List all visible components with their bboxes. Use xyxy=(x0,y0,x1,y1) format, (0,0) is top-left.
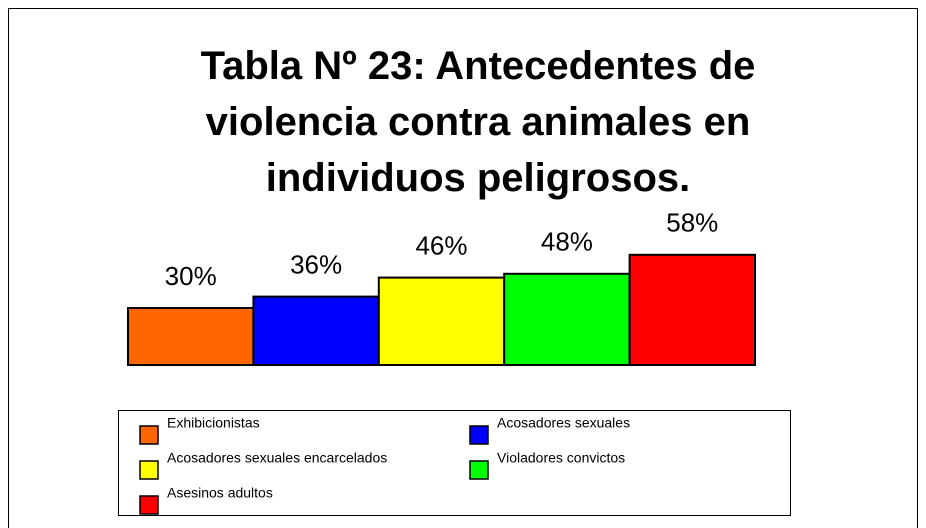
legend-label: Acosadores sexuales encarcelados xyxy=(167,450,387,466)
value-label: 30% xyxy=(165,261,217,291)
legend-swatch xyxy=(139,425,159,445)
frame xyxy=(8,8,918,528)
legend-swatch xyxy=(139,495,159,515)
legend-label: Exhibicionistas xyxy=(167,415,260,431)
chart-title: Tabla Nº 23: Antecedentes de violencia c… xyxy=(200,44,756,200)
legend-label: Asesinos adultos xyxy=(167,485,273,501)
bar xyxy=(377,276,506,367)
bar xyxy=(252,295,380,367)
bar xyxy=(628,253,756,366)
legend-swatch xyxy=(139,460,159,480)
value-label: 36% xyxy=(290,249,342,279)
legend-swatch xyxy=(469,425,489,445)
legend-label: Violadores convictos xyxy=(497,450,625,466)
legend-label: Acosadores sexuales xyxy=(497,415,630,431)
value-label: 58% xyxy=(666,208,718,238)
value-label: 48% xyxy=(541,227,593,257)
legend-box xyxy=(118,410,791,516)
bar xyxy=(127,307,255,366)
value-label: 46% xyxy=(415,230,467,260)
bar xyxy=(503,272,631,366)
legend-swatch xyxy=(469,460,489,480)
